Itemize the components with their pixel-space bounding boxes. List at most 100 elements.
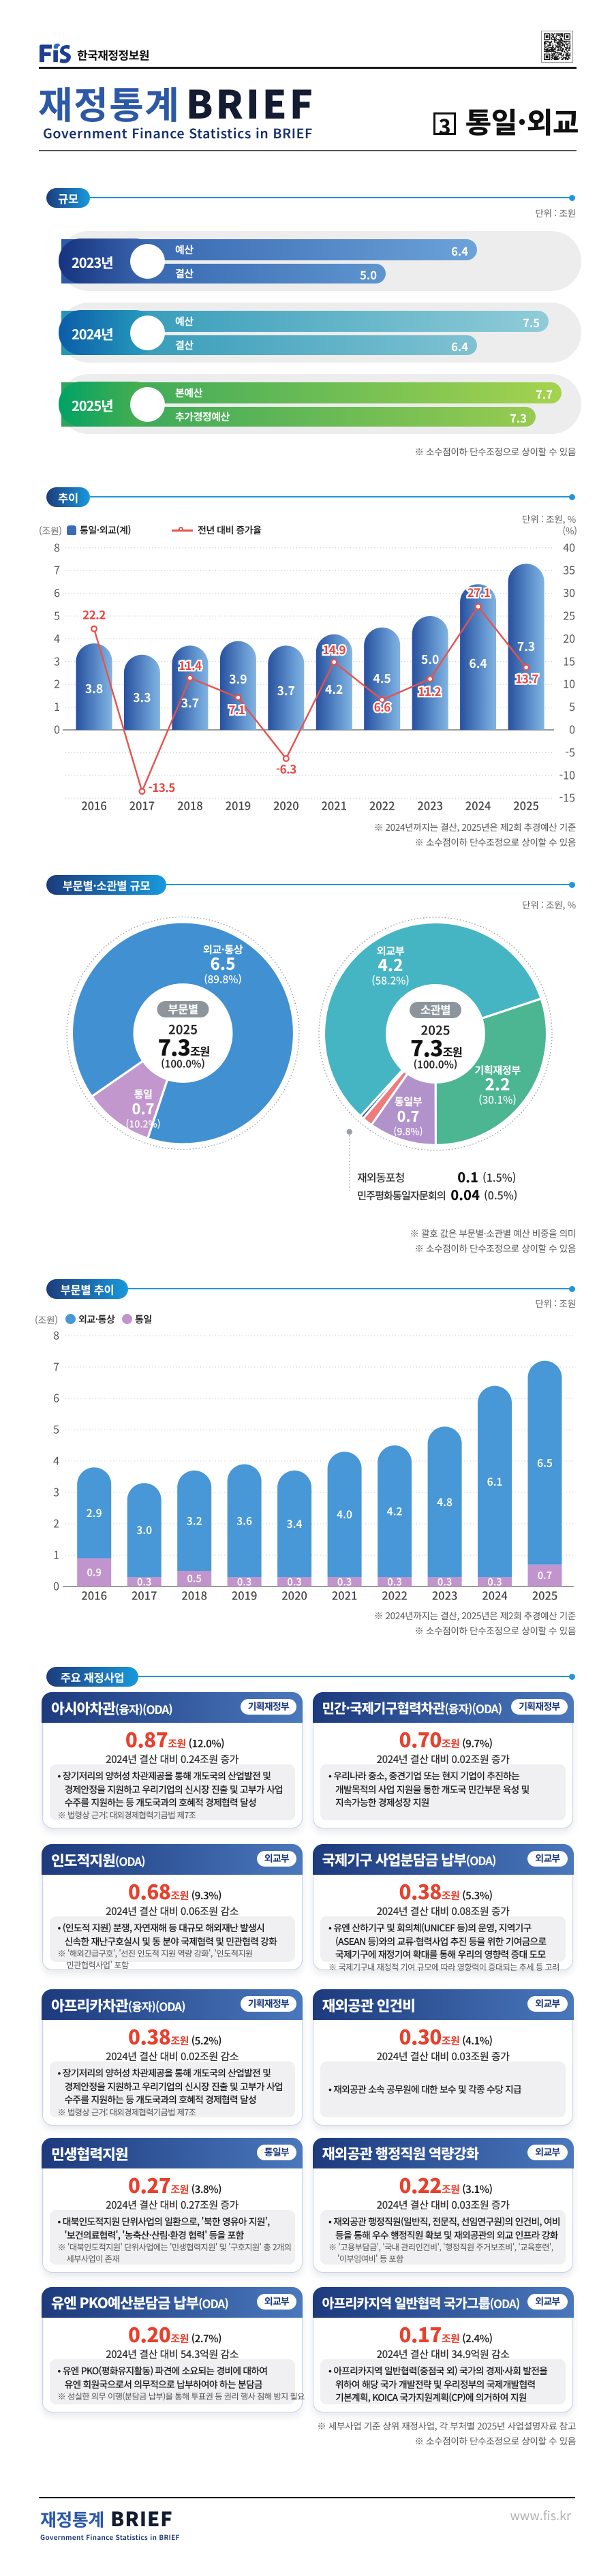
svg-text:30: 30: [563, 584, 575, 600]
svg-text:11.4: 11.4: [179, 656, 202, 673]
svg-text:2018: 2018: [181, 1587, 207, 1604]
svg-text:0.3: 0.3: [137, 1574, 151, 1589]
svg-text:0.7: 0.7: [397, 1105, 419, 1126]
svg-text:-13.5: -13.5: [148, 778, 175, 795]
svg-text:한국재정정보원: 한국재정정보원: [77, 46, 149, 63]
svg-text:14.9: 14.9: [322, 641, 346, 658]
svg-text:6.4: 6.4: [469, 655, 487, 672]
svg-text:0.7: 0.7: [132, 1098, 154, 1119]
svg-text:(1.5%): (1.5%): [482, 1169, 516, 1185]
svg-text:0.3: 0.3: [487, 1574, 502, 1589]
svg-text:4.5: 4.5: [373, 670, 391, 687]
svg-text:27.1: 27.1: [467, 583, 491, 600]
svg-text:8: 8: [54, 538, 60, 555]
svg-text:5.0: 5.0: [421, 651, 439, 668]
svg-text:6: 6: [53, 1390, 59, 1406]
svg-text:2022: 2022: [382, 1587, 408, 1604]
svg-text:소관별: 소관별: [420, 1001, 450, 1017]
svg-text:35: 35: [563, 562, 575, 578]
svg-text:2.2: 2.2: [485, 1071, 510, 1095]
svg-text:0: 0: [53, 1578, 59, 1594]
svg-text:민주평화통일자문회의: 민주평화통일자문회의: [357, 1188, 446, 1203]
svg-text:(100.0%): (100.0%): [414, 1058, 458, 1072]
svg-text:6: 6: [54, 584, 60, 600]
svg-text:7.3조원: 7.3조원: [158, 1031, 210, 1062]
svg-text:3.6: 3.6: [236, 1513, 252, 1528]
svg-text:0: 0: [569, 721, 575, 737]
svg-text:25: 25: [563, 607, 575, 624]
svg-text:통일: 통일: [134, 1086, 153, 1101]
svg-text:3.8: 3.8: [85, 680, 103, 697]
svg-text:4.8: 4.8: [437, 1494, 452, 1509]
svg-text:3: 3: [54, 652, 60, 669]
svg-text:2019: 2019: [226, 797, 251, 814]
svg-text:22.2: 22.2: [82, 606, 106, 623]
svg-text:-10: -10: [559, 766, 575, 782]
svg-text:3.7: 3.7: [181, 694, 199, 711]
svg-text:2020: 2020: [281, 1587, 307, 1604]
svg-text:2022: 2022: [369, 797, 395, 814]
svg-text:4: 4: [53, 1452, 59, 1469]
svg-text:(89.8%): (89.8%): [204, 972, 242, 987]
svg-text:(0.5%): (0.5%): [484, 1186, 517, 1203]
svg-text:8: 8: [53, 1327, 59, 1343]
svg-text:6.5: 6.5: [537, 1455, 553, 1470]
svg-text:기획재정부: 기획재정부: [474, 1062, 521, 1077]
svg-text:11.2: 11.2: [418, 682, 441, 699]
svg-text:2025: 2025: [168, 1021, 198, 1039]
svg-text:(100.0%): (100.0%): [161, 1057, 205, 1071]
svg-text:0.3: 0.3: [237, 1574, 251, 1589]
svg-text:2025: 2025: [532, 1587, 558, 1604]
svg-text:0.04: 0.04: [450, 1184, 480, 1204]
svg-text:6.1: 6.1: [487, 1474, 503, 1489]
svg-text:3.3: 3.3: [133, 689, 151, 706]
svg-text:외교·통상: 외교·통상: [203, 942, 243, 957]
svg-text:3: 3: [53, 1484, 59, 1500]
svg-text:3.7: 3.7: [277, 682, 295, 699]
svg-text:0: 0: [54, 721, 60, 737]
svg-text:2025: 2025: [421, 1022, 450, 1039]
svg-text:4.2: 4.2: [325, 681, 343, 698]
svg-text:3.9: 3.9: [229, 671, 247, 688]
svg-text:2016: 2016: [81, 797, 107, 814]
svg-text:7.1: 7.1: [228, 701, 245, 718]
svg-text:2024: 2024: [465, 797, 491, 814]
svg-text:2016: 2016: [81, 1587, 107, 1604]
svg-text:2: 2: [53, 1515, 59, 1531]
svg-text:0.3: 0.3: [337, 1574, 352, 1589]
svg-text:0.7: 0.7: [538, 1568, 552, 1582]
svg-text:13.7: 13.7: [515, 670, 538, 687]
svg-text:-6.3: -6.3: [276, 760, 296, 777]
svg-text:40: 40: [563, 538, 575, 555]
svg-text:2023: 2023: [432, 1587, 458, 1604]
svg-text:0.3: 0.3: [387, 1574, 401, 1589]
svg-text:(58.2%): (58.2%): [371, 973, 410, 988]
svg-text:7.3: 7.3: [517, 638, 535, 655]
svg-text:0.9: 0.9: [87, 1565, 102, 1580]
svg-text:3.4: 3.4: [287, 1516, 303, 1531]
svg-text:(30.1%): (30.1%): [478, 1092, 517, 1107]
svg-text:5: 5: [53, 1421, 59, 1437]
svg-text:0.1: 0.1: [457, 1167, 478, 1186]
svg-text:2017: 2017: [132, 1587, 157, 1604]
svg-text:2020: 2020: [273, 797, 299, 814]
svg-text:10: 10: [563, 675, 575, 692]
svg-text:2018: 2018: [177, 797, 203, 814]
svg-text:2019: 2019: [232, 1587, 258, 1604]
svg-text:3.0: 3.0: [136, 1522, 152, 1537]
svg-text:2017: 2017: [129, 797, 155, 814]
svg-text:2.9: 2.9: [87, 1505, 102, 1520]
svg-text:20: 20: [563, 630, 575, 646]
svg-text:4.0: 4.0: [337, 1507, 352, 1522]
svg-text:외교부: 외교부: [377, 943, 405, 958]
svg-text:재외동포청: 재외동포청: [357, 1169, 405, 1185]
svg-text:(10.2%): (10.2%): [125, 1118, 160, 1131]
svg-text:1: 1: [53, 1546, 59, 1563]
svg-text:2023: 2023: [417, 797, 443, 814]
svg-text:7: 7: [54, 562, 60, 578]
svg-text:2021: 2021: [321, 797, 347, 814]
svg-text:4: 4: [54, 630, 60, 646]
svg-text:6.6: 6.6: [374, 698, 391, 715]
svg-text:7: 7: [53, 1358, 59, 1375]
svg-text:0.3: 0.3: [287, 1574, 301, 1589]
